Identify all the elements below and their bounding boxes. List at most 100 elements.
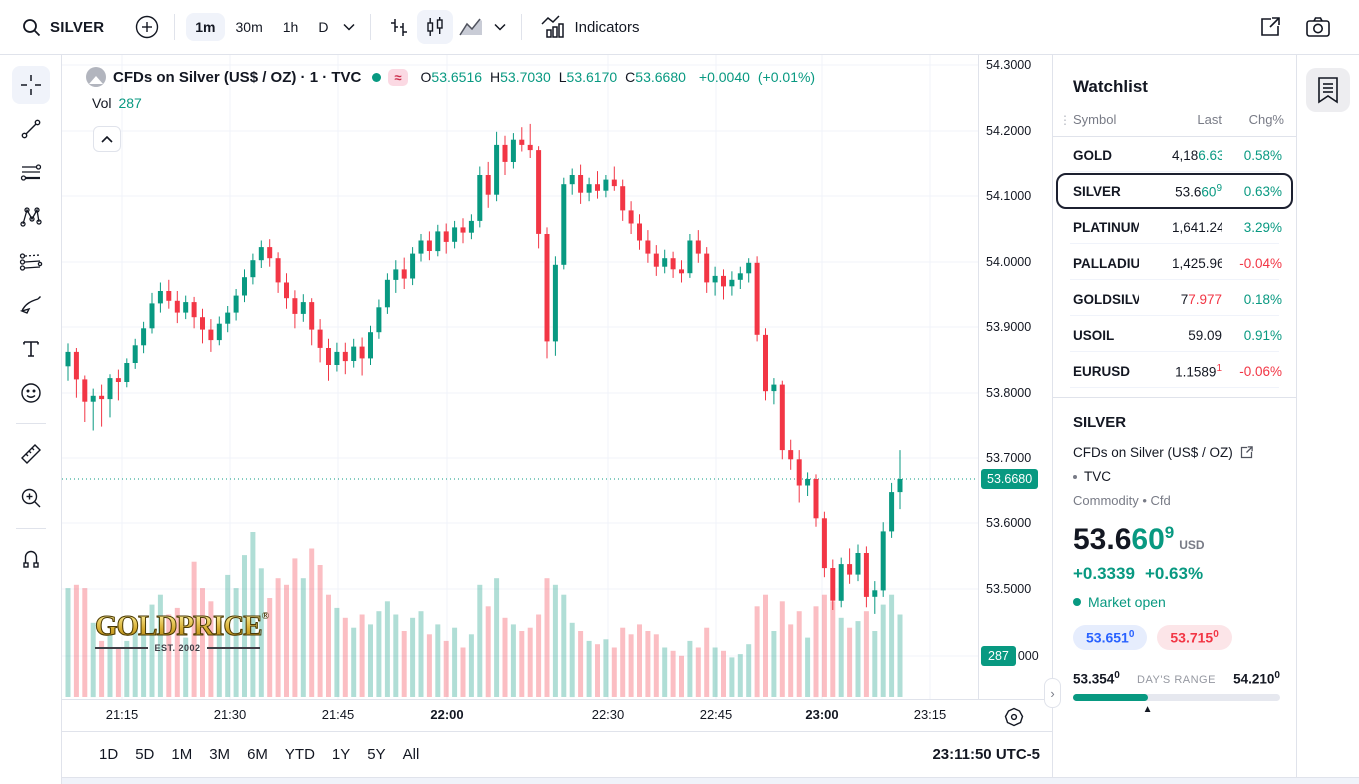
delayed-data-badge[interactable]: ≈ xyxy=(388,68,408,86)
range-button-5d[interactable]: 5D xyxy=(135,746,155,763)
row-symbol: PALLADIUM xyxy=(1073,255,1139,271)
tool-brush[interactable] xyxy=(12,286,50,324)
tool-projection[interactable] xyxy=(12,242,50,280)
current-symbol: SILVER xyxy=(50,18,105,36)
toolbar-separator xyxy=(521,14,523,40)
symbol-search-button[interactable]: SILVER xyxy=(14,14,112,41)
drag-handle-icon[interactable]: ⋮ xyxy=(1059,112,1071,127)
market-open-dot xyxy=(1073,598,1081,606)
toolbar-separator xyxy=(370,14,372,40)
price-tick: 53.9000 xyxy=(986,320,1032,334)
volume-axis-badge: 287 000 xyxy=(981,646,1039,666)
timeframe-chevron[interactable] xyxy=(338,12,360,42)
row-last-price: 59.09 xyxy=(1188,327,1222,343)
watchlist-row-eurusd[interactable]: EURUSD 1.15891 -0.06% xyxy=(1056,353,1293,389)
panel-collapse-tab[interactable]: › xyxy=(1044,678,1061,708)
external-link-icon xyxy=(1261,17,1280,36)
row-symbol: SILVER xyxy=(1073,183,1121,199)
chart-region: GOLDPRICE® EST. 2002 CFDs on Silver (US$… xyxy=(62,55,1052,731)
price-chart-canvas[interactable] xyxy=(62,55,978,699)
range-button-6m[interactable]: 6M xyxy=(247,746,268,763)
row-change-percent: 0.58% xyxy=(1243,147,1282,163)
tool-crosshair[interactable] xyxy=(11,66,50,104)
price-axis[interactable]: 54.3000 54.2000 54.1000 54.0000 53.9000 53.80… xyxy=(978,55,1052,699)
tool-text[interactable] xyxy=(12,330,50,368)
indicators-icon xyxy=(541,15,565,38)
row-symbol: USOIL xyxy=(1073,327,1115,343)
tool-trend-line[interactable] xyxy=(12,110,50,148)
ask-price-pill[interactable]: 53.7150 xyxy=(1157,625,1232,650)
timeframe-button-1h[interactable]: 1h xyxy=(282,19,299,35)
watchlist-row-palladium[interactable]: PALLADIUM 1,425.96 -0.04% xyxy=(1056,245,1293,281)
compare-add-button[interactable] xyxy=(130,10,164,44)
chart-style-candles-button[interactable] xyxy=(417,10,454,44)
chart-style-chevron[interactable] xyxy=(489,12,511,42)
timeframe-button-D[interactable]: D xyxy=(318,19,329,35)
tool-xabcd-pattern[interactable] xyxy=(12,198,50,236)
legend-collapse-button[interactable] xyxy=(93,126,121,152)
row-symbol: PLATINUM xyxy=(1073,219,1139,235)
timeframe-button-30m[interactable]: 30m xyxy=(235,19,263,35)
price-tick: 54.1000 xyxy=(986,189,1032,203)
indicators-button[interactable]: Indicators xyxy=(532,9,647,45)
price-tick: 53.5000 xyxy=(986,582,1032,596)
details-description-link[interactable]: CFDs on Silver (US$ / OZ) xyxy=(1073,445,1280,460)
range-low: 53.3540 xyxy=(1073,669,1120,687)
open-external-button[interactable] xyxy=(1253,10,1287,44)
time-tick: 22:00 xyxy=(430,707,464,722)
tool-magnet[interactable] xyxy=(12,540,50,578)
chart-plot[interactable]: GOLDPRICE® EST. 2002 xyxy=(62,55,978,699)
watchlist-header-row: ⋮ Symbol Last Chg% xyxy=(1053,109,1296,137)
tool-zoom-in[interactable] xyxy=(12,479,50,517)
clock-timezone-button[interactable]: 23:11:50 UTC-5 xyxy=(932,746,1040,763)
bullet-icon xyxy=(1073,474,1077,479)
watchlist-row-gold[interactable]: GOLD 4,186.63 0.58% xyxy=(1056,137,1293,173)
time-tick: 23:15 xyxy=(913,707,947,722)
column-header-last[interactable]: Last xyxy=(1197,112,1222,127)
chart-style-bars-button[interactable] xyxy=(381,10,417,44)
bid-price-pill[interactable]: 53.6510 xyxy=(1073,625,1148,650)
axis-settings-button[interactable] xyxy=(1002,705,1026,729)
panel-divider xyxy=(1053,397,1296,398)
price-tick: 54.3000 xyxy=(986,58,1032,72)
tool-emoji[interactable] xyxy=(12,374,50,412)
watchlist-row-silver[interactable]: SILVER 53.6609 0.63% xyxy=(1056,173,1293,209)
range-button-5y[interactable]: 5Y xyxy=(367,746,386,763)
watchlist-row-usoil[interactable]: USOIL 59.09 0.91% xyxy=(1056,317,1293,353)
time-tick: 23:00 xyxy=(805,707,839,722)
category-label: Commodity xyxy=(1073,493,1139,508)
watchlist-row-platinum[interactable]: PLATINUM 1,641.24 3.29% xyxy=(1056,209,1293,245)
fib-retracement-icon xyxy=(20,164,41,181)
source-logo-icon xyxy=(86,67,106,87)
details-last-price: 53.6609USD xyxy=(1073,523,1205,556)
instrument-label: Cfd xyxy=(1150,493,1171,508)
time-axis[interactable]: 21:15 21:30 21:45 22:00 22:30 22:45 23:00 23:15 xyxy=(62,699,1052,731)
column-header-chg[interactable]: Chg% xyxy=(1248,112,1284,127)
watchlist-toggle-button[interactable] xyxy=(1306,68,1350,112)
timeframe-button-1m[interactable]: 1m xyxy=(186,13,225,41)
tool-fib-retracement[interactable] xyxy=(12,154,50,192)
chart-title[interactable]: CFDs on Silver (US$ / OZ) · 1 · TVC xyxy=(113,68,362,86)
time-tick: 21:30 xyxy=(213,707,247,722)
details-change: +0.3339 +0.63% xyxy=(1073,564,1204,583)
range-button-ytd[interactable]: YTD xyxy=(284,746,315,763)
column-header-symbol[interactable]: Symbol xyxy=(1073,112,1117,127)
range-button-3m[interactable]: 3M xyxy=(209,746,231,763)
days-range-fill xyxy=(1073,694,1148,702)
ohlc-values: O53.6516 H53.7030 L53.6170 C53.6680 xyxy=(421,69,686,85)
volume-badge-value: 287 xyxy=(981,646,1016,666)
chart-style-area-button[interactable] xyxy=(453,10,489,44)
range-button-all[interactable]: All xyxy=(402,746,420,763)
screenshot-button[interactable] xyxy=(1301,10,1335,44)
ohlc-h: H53.7030 xyxy=(490,69,551,85)
live-status-dot xyxy=(372,72,382,82)
range-button-1y[interactable]: 1Y xyxy=(331,746,351,763)
range-button-1m[interactable]: 1M xyxy=(171,746,193,763)
range-button-1d[interactable]: 1D xyxy=(99,746,119,763)
tool-measure[interactable] xyxy=(12,435,50,473)
watchlist-row-goldsilver[interactable]: GOLDSILVER 77.977 0.18% xyxy=(1056,281,1293,317)
chart-legend: CFDs on Silver (US$ / OZ) · 1 · TVC ≈ O5… xyxy=(86,67,815,87)
candles-chart-icon xyxy=(427,17,444,36)
toolbar-separator xyxy=(15,528,46,529)
